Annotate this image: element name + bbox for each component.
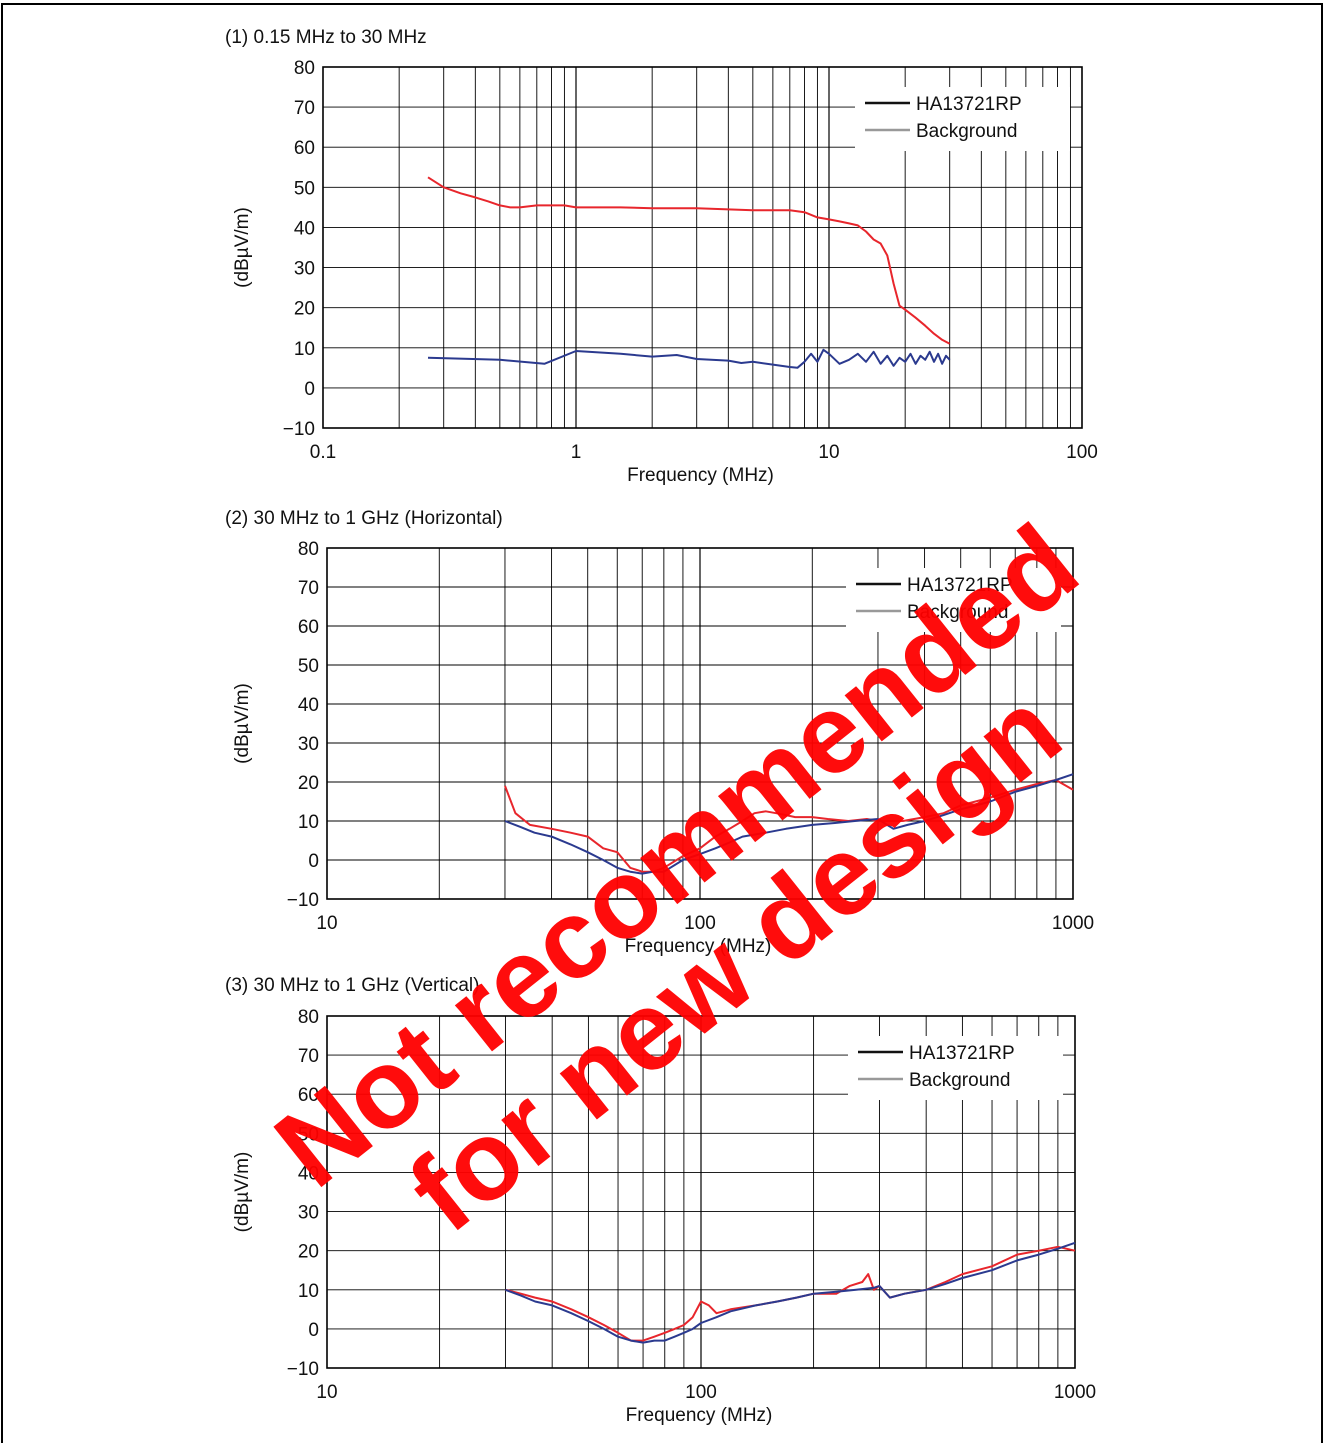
- y-tick-label: 20: [298, 1242, 319, 1263]
- chart-title: (3) 30 MHz to 1 GHz (Vertical): [225, 975, 479, 996]
- y-tick-label: 70: [294, 98, 315, 119]
- y-tick-label: 40: [294, 218, 315, 239]
- y-tick-label: 50: [298, 1124, 319, 1145]
- y-tick-label: 0: [308, 1320, 319, 1341]
- x-tick-label: 0.1: [310, 442, 336, 463]
- y-tick-label: −10: [283, 419, 315, 440]
- legend-label-1: HA13721RP: [909, 1043, 1015, 1064]
- y-tick-label: 70: [298, 1046, 319, 1067]
- series-line-background: [504, 773, 1074, 875]
- y-tick-label: 20: [294, 299, 315, 320]
- x-axis-label: Frequency (MHz): [625, 936, 772, 957]
- y-tick-label: 30: [294, 259, 315, 280]
- series-line-device: [505, 1245, 1076, 1342]
- y-tick-label: 20: [298, 773, 319, 794]
- plot-frame: [326, 1015, 1076, 1369]
- y-axis-label: (dBµV/m): [232, 683, 253, 764]
- y-tick-label: 50: [294, 178, 315, 199]
- x-tick-label: 10: [818, 442, 839, 463]
- plot-frame: [326, 547, 1074, 900]
- y-tick-label: 30: [298, 734, 319, 755]
- y-tick-label: 10: [298, 812, 319, 833]
- y-axis-label: (dBµV/m): [232, 207, 253, 288]
- legend-box: [846, 568, 1061, 632]
- series-line-background: [427, 348, 951, 369]
- chart-title: (1) 0.15 MHz to 30 MHz: [225, 27, 427, 48]
- legend-box: [855, 87, 1070, 151]
- y-tick-label: 80: [298, 539, 319, 560]
- y-tick-label: 80: [298, 1007, 319, 1028]
- chart-2: (2) 30 MHz to 1 GHz (Horizontal) −10 0 10 20…: [225, 508, 1094, 957]
- y-tick-label: 60: [298, 617, 319, 638]
- y-tick-label: 50: [298, 656, 319, 677]
- y-tick-label: 30: [298, 1203, 319, 1224]
- y-tick-label: −10: [287, 1359, 319, 1380]
- legend-label-2: Background: [916, 121, 1017, 142]
- x-tick-label: 100: [685, 1382, 717, 1403]
- x-axis-label: Frequency (MHz): [627, 465, 774, 486]
- series-line-background: [505, 1241, 1076, 1344]
- y-tick-label: 60: [298, 1085, 319, 1106]
- x-tick-label: 1: [571, 442, 582, 463]
- series-line-device: [504, 779, 1074, 873]
- plot-frame: [322, 66, 1083, 429]
- y-tick-label: −10: [287, 890, 319, 911]
- y-axis-label: (dBµV/m): [232, 1152, 253, 1233]
- x-tick-label: 100: [1066, 442, 1098, 463]
- x-tick-label: 1000: [1052, 913, 1094, 934]
- chart-1: (1) 0.15 MHz to 30 MHz −10 0 10 20 30 40 50 60 70…: [225, 27, 1098, 486]
- y-tick-label: 60: [294, 138, 315, 159]
- legend-label-2: Background: [909, 1070, 1010, 1091]
- chart-title: (2) 30 MHz to 1 GHz (Horizontal): [225, 508, 503, 529]
- page-frame: [1, 3, 1323, 1443]
- y-tick-label: 40: [298, 695, 319, 716]
- legend-box: [848, 1036, 1063, 1100]
- legend-label-1: HA13721RP: [907, 575, 1013, 596]
- legend-label-2: Background: [907, 602, 1008, 623]
- x-tick-label: 10: [316, 913, 337, 934]
- legend-label-1: HA13721RP: [916, 94, 1022, 115]
- series-line-device: [427, 176, 951, 345]
- x-tick-label: 100: [684, 913, 716, 934]
- x-tick-label: 1000: [1054, 1382, 1096, 1403]
- y-tick-label: 0: [308, 851, 319, 872]
- y-tick-label: 10: [294, 339, 315, 360]
- y-tick-label: 40: [298, 1163, 319, 1184]
- y-tick-label: 10: [298, 1281, 319, 1302]
- y-tick-label: 80: [294, 58, 315, 79]
- x-tick-label: 10: [316, 1382, 337, 1403]
- y-tick-label: 0: [304, 379, 315, 400]
- y-tick-label: 70: [298, 578, 319, 599]
- chart-3: (3) 30 MHz to 1 GHz (Vertical) −10 0 10 20 30…: [225, 975, 1096, 1426]
- x-axis-label: Frequency (MHz): [626, 1405, 773, 1426]
